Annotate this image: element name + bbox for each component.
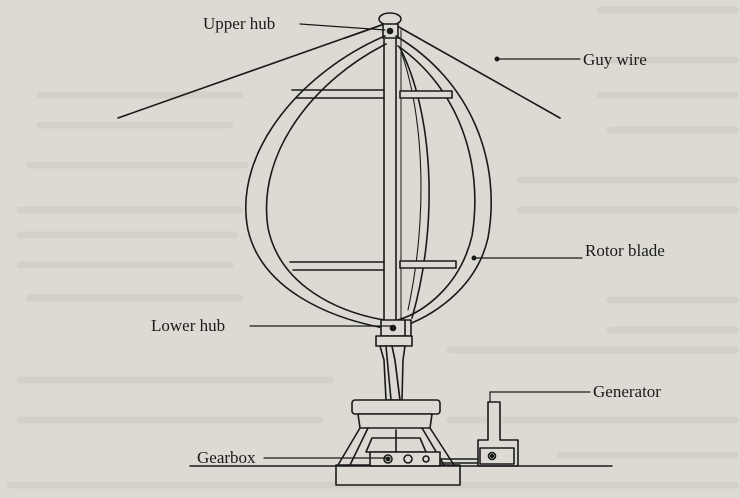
guy-wire-right xyxy=(389,21,561,119)
label-gearbox: Gearbox xyxy=(197,448,256,467)
generator xyxy=(439,401,519,467)
tower xyxy=(375,335,413,401)
label-guy-wire: Guy wire xyxy=(583,50,647,69)
guy-wires xyxy=(117,21,561,119)
blade-left-inner xyxy=(265,43,387,321)
lower-hub xyxy=(380,319,412,337)
label-rotor-blade: Rotor blade xyxy=(585,241,665,260)
leader-lines xyxy=(249,23,591,459)
shaft xyxy=(383,27,402,331)
gearbox xyxy=(365,429,441,467)
label-generator: Generator xyxy=(593,382,661,401)
blade-right-outer xyxy=(395,35,492,329)
base-housing xyxy=(335,399,461,486)
blade-right-inner xyxy=(397,45,476,321)
blade-back-1 xyxy=(399,47,430,319)
rotor-blades xyxy=(245,35,492,329)
struts xyxy=(289,89,457,271)
blade-back-2 xyxy=(401,53,422,311)
upper-hub xyxy=(378,12,402,39)
label-lower-hub: Lower hub xyxy=(151,316,226,335)
leader-upper-hub xyxy=(299,23,386,31)
blade-left-outer xyxy=(245,35,386,329)
label-upper-hub: Upper hub xyxy=(203,14,276,33)
